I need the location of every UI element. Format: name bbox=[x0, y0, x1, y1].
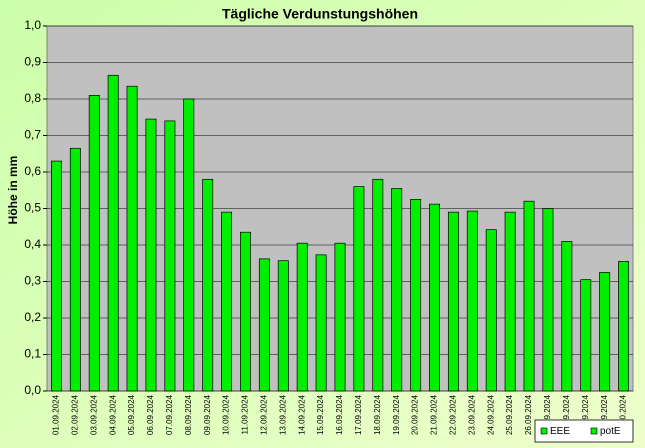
x-tick-label: 29.09.2024 bbox=[581, 394, 590, 435]
legend-swatch bbox=[590, 427, 598, 435]
bar bbox=[334, 242, 346, 392]
x-tick-label: 03.09.2024 bbox=[89, 394, 98, 435]
chart-title: Tägliche Verdunstungshöhen bbox=[222, 6, 418, 22]
x-tick-label: 06.09.2024 bbox=[146, 394, 155, 435]
x-tick-label: 15.09.2024 bbox=[316, 394, 325, 435]
bar bbox=[466, 210, 478, 392]
bar bbox=[391, 188, 403, 392]
bar bbox=[145, 118, 157, 392]
legend-label: potE bbox=[600, 426, 621, 437]
y-axis-label: Höhe in mm bbox=[6, 156, 20, 225]
bar bbox=[221, 211, 233, 392]
bar bbox=[485, 229, 497, 392]
x-tick-label: 20.09.2024 bbox=[411, 394, 420, 435]
bar bbox=[202, 178, 214, 392]
legend-label: EEE bbox=[550, 426, 570, 437]
x-tick-label: 14.09.2024 bbox=[297, 394, 306, 435]
bar bbox=[561, 241, 573, 392]
x-tick-label: 27.09.2024 bbox=[543, 394, 552, 435]
x-tick-label: 16.09.2024 bbox=[335, 394, 344, 435]
x-tick-label: 12.09.2024 bbox=[259, 394, 268, 435]
x-tick-label: 07.09.2024 bbox=[165, 394, 174, 435]
bar bbox=[183, 98, 195, 392]
bar bbox=[372, 178, 384, 392]
x-tick-label: 17.09.2024 bbox=[354, 394, 363, 435]
x-tick-label: 19.09.2024 bbox=[392, 394, 401, 435]
bar bbox=[296, 242, 308, 392]
y-tick-label: 0,4 bbox=[24, 237, 41, 251]
x-tick-label: 24.09.2024 bbox=[486, 394, 495, 435]
x-tick-label: 23.09.2024 bbox=[467, 394, 476, 435]
y-tick-label: 0,1 bbox=[24, 347, 41, 361]
bar bbox=[410, 199, 422, 392]
x-tick-label: 25.09.2024 bbox=[505, 394, 514, 435]
x-tick-label: 30.09.2024 bbox=[600, 394, 609, 435]
bar bbox=[429, 203, 440, 392]
y-tick-label: 1,0 bbox=[24, 18, 41, 32]
y-tick-label: 0,5 bbox=[24, 201, 41, 215]
bar bbox=[240, 231, 251, 392]
x-tick-label: 10.09.2024 bbox=[222, 394, 231, 435]
y-tick-label: 0,3 bbox=[24, 274, 41, 288]
y-tick-label: 0,9 bbox=[24, 55, 41, 69]
bar bbox=[50, 160, 62, 392]
bar bbox=[504, 211, 516, 392]
x-tick-label: 21.09.2024 bbox=[430, 394, 439, 435]
legend-swatch bbox=[540, 427, 548, 435]
x-tick-label: 13.09.2024 bbox=[278, 394, 287, 435]
x-tick-label: 04.09.2024 bbox=[108, 394, 117, 435]
y-tick-label: 0,8 bbox=[24, 91, 41, 105]
x-tick-label: 22.09.2024 bbox=[449, 394, 458, 435]
bar bbox=[315, 254, 327, 392]
y-tick-label: 0,2 bbox=[24, 310, 41, 324]
x-tick-label: 01.09.2024 bbox=[52, 394, 61, 435]
x-tick-label: 09.09.2024 bbox=[203, 394, 212, 435]
bar bbox=[258, 258, 270, 392]
x-tick-label: 18.09.2024 bbox=[373, 394, 382, 435]
x-tick-label: 01.10.2024 bbox=[619, 394, 628, 435]
y-tick-label: 0,7 bbox=[24, 128, 41, 142]
x-tick-label: 08.09.2024 bbox=[184, 394, 193, 435]
bar bbox=[69, 147, 81, 392]
x-tick-label: 26.09.2024 bbox=[524, 394, 533, 435]
bar bbox=[523, 200, 535, 392]
x-tick-label: 05.09.2024 bbox=[127, 394, 136, 435]
x-tick-label: 28.09.2024 bbox=[562, 394, 571, 435]
bar bbox=[353, 186, 365, 392]
bar bbox=[542, 208, 554, 392]
bar bbox=[126, 85, 138, 392]
bar bbox=[164, 120, 176, 392]
bar bbox=[107, 74, 119, 392]
y-tick-label: 0,6 bbox=[24, 164, 41, 178]
bar bbox=[277, 260, 289, 392]
bar bbox=[447, 211, 459, 392]
bar bbox=[618, 261, 630, 392]
y-tick-label: 0,0 bbox=[24, 383, 41, 397]
bar bbox=[580, 279, 592, 392]
legend-box bbox=[534, 419, 634, 443]
x-tick-label: 11.09.2024 bbox=[241, 394, 250, 434]
x-tick-label: 02.09.2024 bbox=[70, 394, 79, 435]
bar bbox=[88, 94, 100, 392]
bar bbox=[599, 272, 611, 392]
